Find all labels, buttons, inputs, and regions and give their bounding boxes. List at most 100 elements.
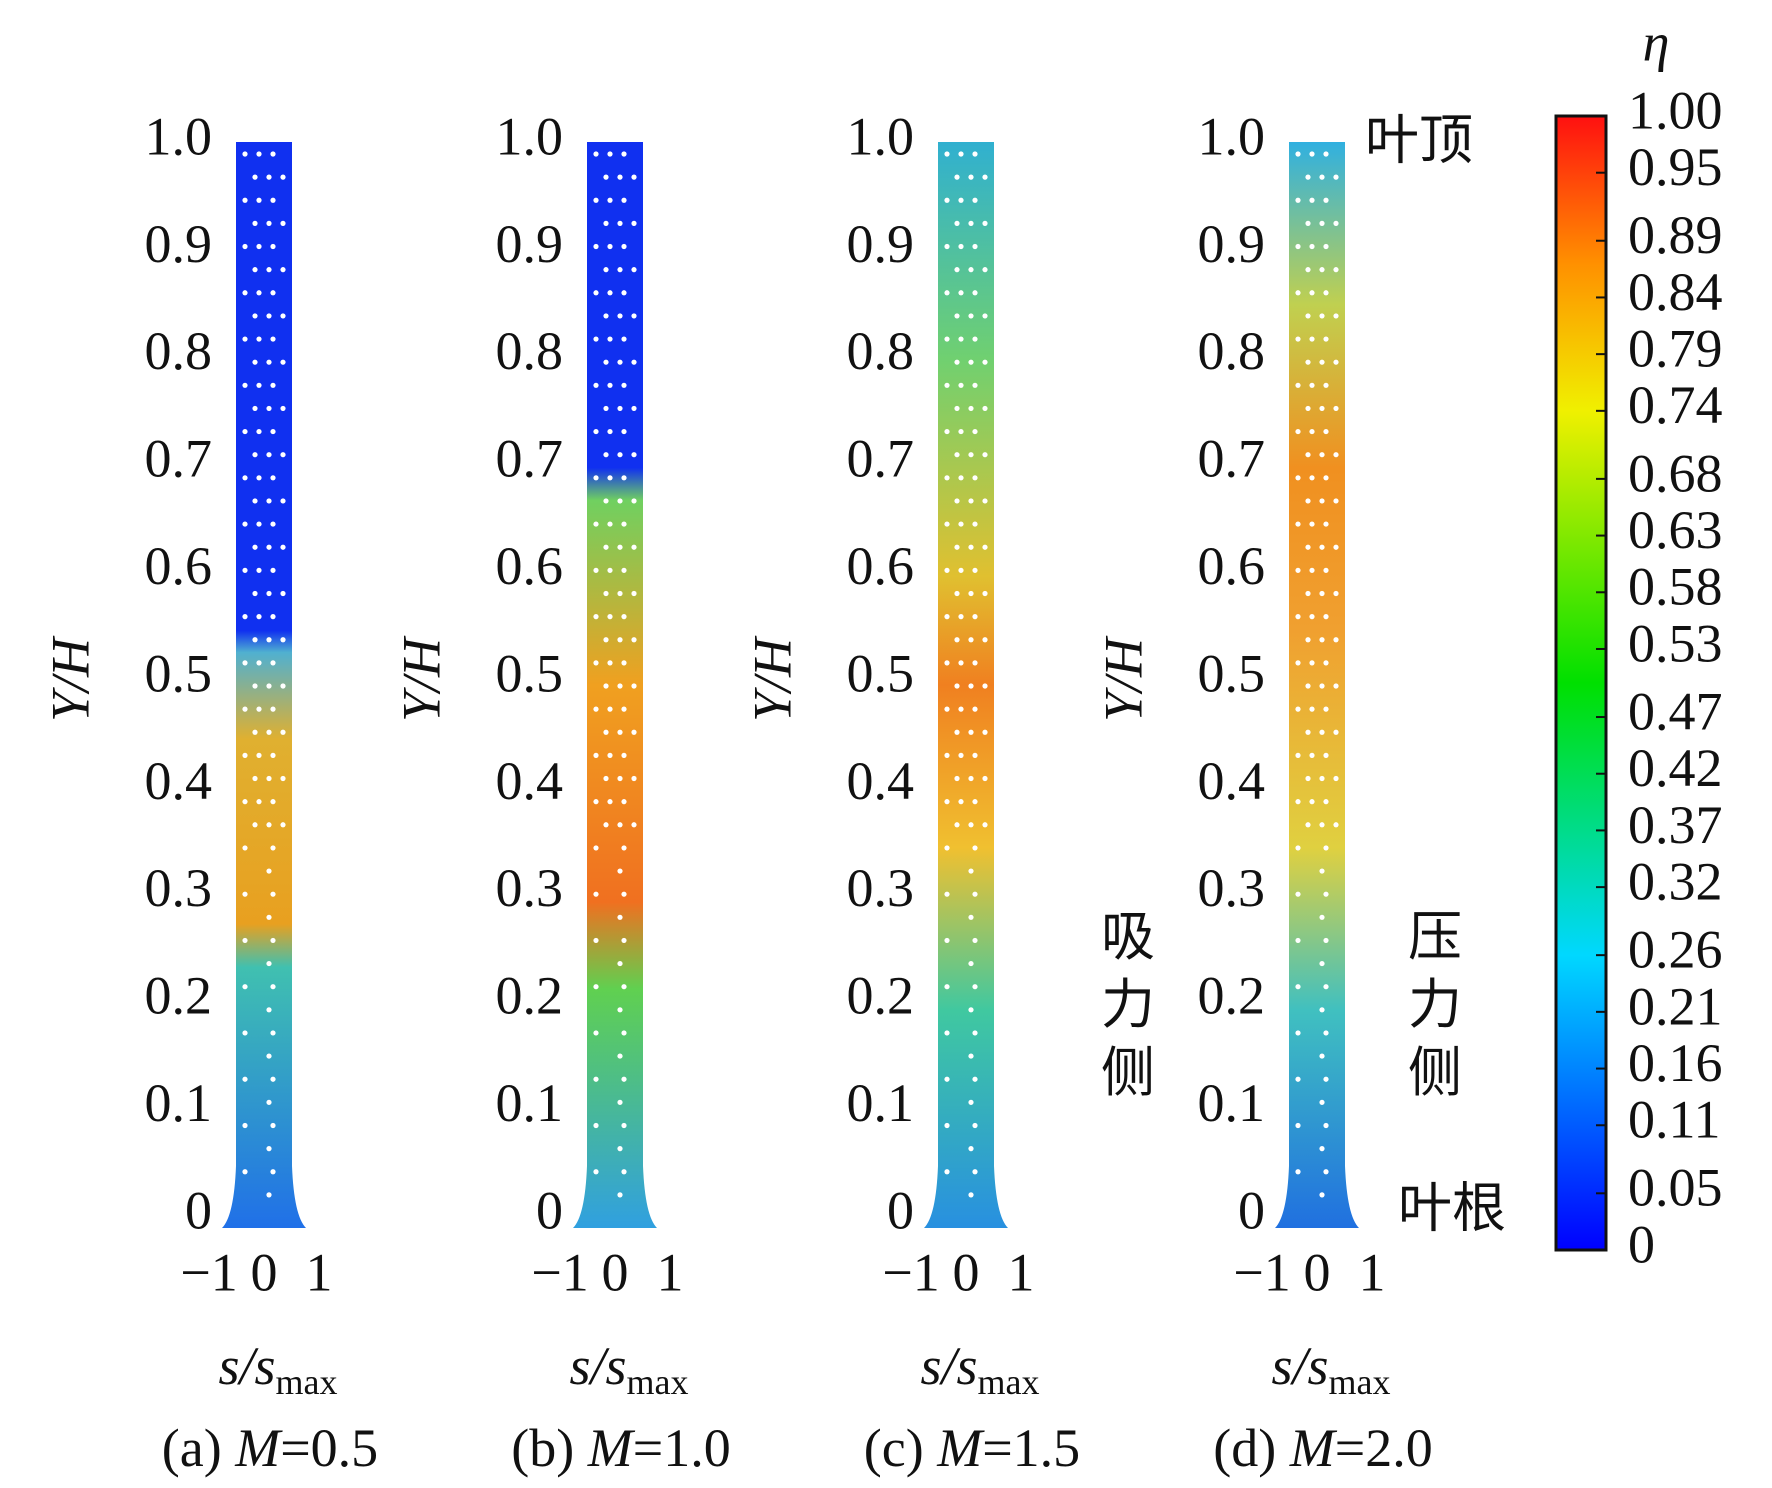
- cooling-hole: [252, 359, 258, 365]
- cooling-hole: [1309, 428, 1315, 435]
- cooling-hole: [982, 822, 988, 828]
- cooling-hole: [958, 151, 964, 157]
- cooling-hole: [954, 683, 960, 689]
- x-tick-label: 0: [602, 1242, 629, 1302]
- cooling-hole: [1309, 290, 1315, 296]
- cooling-hole: [593, 521, 599, 527]
- cooling-hole: [617, 1146, 623, 1152]
- cooling-hole: [1319, 1099, 1325, 1105]
- cooling-hole: [1305, 220, 1311, 226]
- cooling-hole: [607, 799, 613, 805]
- cooling-hole: [617, 1099, 623, 1105]
- cooling-hole: [968, 544, 974, 550]
- annotation-char: 吸: [1101, 907, 1155, 967]
- cooling-hole: [982, 775, 988, 782]
- y-tick-label: 0.6: [145, 536, 213, 596]
- cooling-hole: [252, 822, 258, 828]
- x-tick-label: 1: [306, 1242, 333, 1302]
- y-tick-label: 0.3: [145, 858, 213, 918]
- cooling-hole: [1309, 382, 1315, 388]
- cooling-hole: [982, 220, 988, 226]
- y-tick-label: 0.9: [1198, 214, 1266, 274]
- cooling-hole: [631, 267, 637, 273]
- cooling-hole: [1305, 729, 1311, 735]
- cooling-hole: [1295, 243, 1301, 250]
- cooling-hole: [1309, 243, 1315, 250]
- cooling-hole: [631, 775, 637, 782]
- cooling-hole: [280, 683, 286, 689]
- cooling-hole: [280, 498, 286, 504]
- cooling-hole: [1323, 1122, 1329, 1129]
- caption-part: =1.0: [633, 1418, 731, 1478]
- cooling-hole: [944, 567, 950, 573]
- y-tick-label: 0.3: [1198, 858, 1266, 918]
- cooling-hole: [1323, 1076, 1329, 1082]
- cooling-hole: [603, 498, 609, 504]
- cooling-hole: [607, 567, 613, 573]
- cooling-hole: [1309, 706, 1315, 712]
- cooling-hole: [954, 313, 960, 319]
- cooling-hole: [968, 220, 974, 226]
- cooling-hole: [631, 452, 637, 458]
- cooling-hole: [1319, 359, 1325, 365]
- cooling-hole: [1323, 336, 1329, 342]
- y-tick-label: 1.0: [1198, 106, 1266, 166]
- cooling-hole: [944, 428, 950, 435]
- cooling-hole: [607, 475, 613, 481]
- cooling-hole: [252, 220, 258, 226]
- y-tick-label: 0.2: [1198, 966, 1266, 1026]
- cooling-hole: [603, 637, 609, 643]
- cooling-hole: [242, 984, 248, 990]
- y-tick-label: 0.2: [847, 966, 915, 1026]
- y-tick-label: 0.4: [847, 751, 915, 811]
- cooling-hole: [1319, 1053, 1325, 1059]
- cooling-hole: [1305, 174, 1311, 180]
- x-tick-label: 1: [1008, 1242, 1035, 1302]
- cooling-hole: [1333, 405, 1339, 412]
- cooling-hole: [256, 197, 262, 203]
- cooling-hole: [242, 845, 248, 851]
- cooling-hole: [954, 267, 960, 273]
- cooling-hole: [958, 197, 964, 203]
- cooling-hole: [972, 197, 978, 203]
- cooling-hole: [280, 590, 286, 597]
- cooling-hole: [1319, 1192, 1325, 1198]
- cooling-hole: [1295, 1169, 1301, 1175]
- y-tick-label: 0: [887, 1180, 914, 1240]
- cooling-hole: [603, 359, 609, 365]
- y-axis-label: Y/H: [742, 635, 802, 722]
- cooling-hole: [944, 1030, 950, 1036]
- cooling-hole: [593, 706, 599, 712]
- y-tick-label: 0.8: [1198, 321, 1266, 381]
- cooling-hole: [621, 845, 627, 851]
- caption-part: (d): [1213, 1418, 1289, 1478]
- cooling-hole: [954, 359, 960, 365]
- cooling-hole: [968, 1146, 974, 1152]
- cooling-hole: [631, 313, 637, 319]
- cooling-hole: [954, 220, 960, 226]
- cooling-hole: [603, 590, 609, 597]
- cooling-hole: [593, 845, 599, 851]
- cooling-hole: [270, 521, 276, 527]
- cooling-hole: [958, 382, 964, 388]
- cooling-hole: [270, 845, 276, 851]
- colorbar-tick-label: 0.47: [1628, 681, 1723, 741]
- cooling-hole: [1323, 382, 1329, 388]
- caption-part: M: [587, 1418, 636, 1478]
- cooling-hole: [972, 151, 978, 157]
- cooling-hole: [256, 428, 262, 435]
- cooling-hole: [982, 729, 988, 735]
- cooling-hole: [256, 660, 262, 666]
- cooling-hole: [280, 637, 286, 643]
- cooling-hole: [617, 359, 623, 365]
- cooling-hole: [1295, 1030, 1301, 1036]
- cooling-hole: [603, 267, 609, 273]
- cooling-hole: [968, 1007, 974, 1013]
- cooling-hole: [242, 799, 248, 805]
- cooling-hole: [1309, 799, 1315, 805]
- y-tick-label: 0: [185, 1180, 212, 1240]
- cooling-hole: [1295, 428, 1301, 435]
- caption-part: M: [1289, 1418, 1338, 1478]
- cooling-hole: [1305, 590, 1311, 597]
- cooling-hole: [256, 382, 262, 388]
